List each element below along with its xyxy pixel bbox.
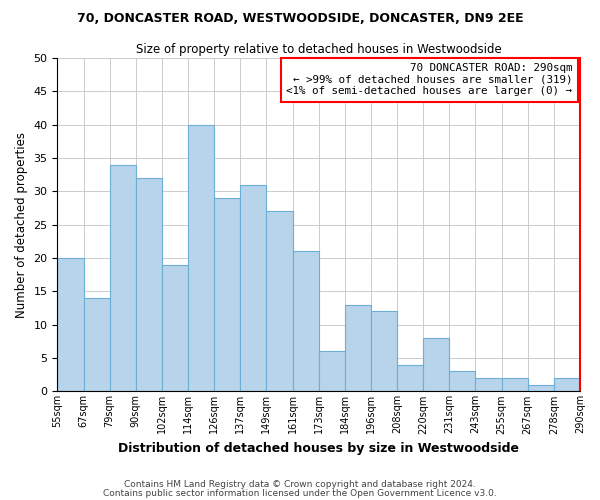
Bar xyxy=(188,124,214,392)
Text: 70, DONCASTER ROAD, WESTWOODSIDE, DONCASTER, DN9 2EE: 70, DONCASTER ROAD, WESTWOODSIDE, DONCAS… xyxy=(77,12,523,26)
Bar xyxy=(319,352,345,392)
Bar xyxy=(502,378,528,392)
Bar xyxy=(554,378,580,392)
Bar xyxy=(397,364,423,392)
Bar xyxy=(136,178,162,392)
Bar xyxy=(293,252,319,392)
Bar xyxy=(345,304,371,392)
Bar xyxy=(241,184,266,392)
Bar xyxy=(58,258,83,392)
Bar xyxy=(423,338,449,392)
Title: Size of property relative to detached houses in Westwoodside: Size of property relative to detached ho… xyxy=(136,42,502,56)
Bar xyxy=(83,298,110,392)
Bar xyxy=(475,378,502,392)
Bar xyxy=(266,212,293,392)
Text: 70 DONCASTER ROAD: 290sqm
← >99% of detached houses are smaller (319)
<1% of sem: 70 DONCASTER ROAD: 290sqm ← >99% of deta… xyxy=(286,63,572,96)
Bar xyxy=(371,312,397,392)
Bar xyxy=(214,198,241,392)
Bar xyxy=(110,164,136,392)
Y-axis label: Number of detached properties: Number of detached properties xyxy=(15,132,28,318)
Text: Contains HM Land Registry data © Crown copyright and database right 2024.: Contains HM Land Registry data © Crown c… xyxy=(124,480,476,489)
Bar xyxy=(162,264,188,392)
X-axis label: Distribution of detached houses by size in Westwoodside: Distribution of detached houses by size … xyxy=(118,442,519,455)
Text: Contains public sector information licensed under the Open Government Licence v3: Contains public sector information licen… xyxy=(103,488,497,498)
Bar xyxy=(449,372,475,392)
Bar xyxy=(528,384,554,392)
